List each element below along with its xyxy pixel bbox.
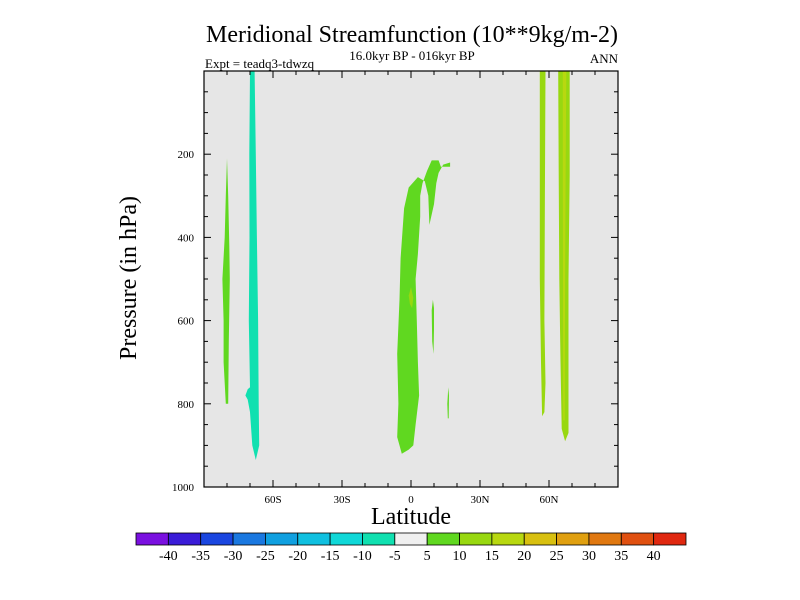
colorbar-label: -40 — [159, 549, 178, 564]
colorbar-label: -15 — [321, 549, 340, 564]
y-tick-label: 400 — [178, 232, 195, 244]
colorbar-label: 25 — [550, 549, 564, 564]
contour-equatorial-cell-main — [397, 160, 451, 454]
contour-northern-band-1 — [539, 71, 546, 417]
colorbar-label: -25 — [256, 549, 275, 564]
colorbar-swatch — [620, 532, 655, 546]
colorbar-swatch — [556, 532, 590, 546]
colorbar-swatch — [491, 532, 525, 546]
y-tick-label: 200 — [178, 149, 195, 161]
chart-title: Meridional Streamfunction (10**9kg/m-2) — [206, 22, 618, 48]
colorbar-swatch — [329, 532, 363, 546]
colorbar-swatch — [523, 532, 557, 546]
colorbar-label: -30 — [224, 549, 243, 564]
colorbar-swatch — [426, 532, 460, 546]
contour-southern-band-1 — [222, 158, 230, 404]
y-tick-label: 1000 — [172, 482, 195, 494]
y-tick-label: 600 — [178, 316, 195, 328]
colorbar-swatch — [265, 532, 299, 546]
colorbar-swatch — [362, 532, 396, 546]
x-tick-label: 60S — [264, 494, 281, 506]
colorbar-label: 5 — [424, 549, 431, 564]
colorbar-label: 35 — [614, 549, 628, 564]
contour-northern-band-2-core — [562, 71, 567, 421]
colorbar-swatch — [588, 532, 622, 546]
contour-equatorial-patch-2 — [447, 387, 449, 419]
colorbar-swatch — [394, 532, 428, 546]
y-axis-label: Pressure (in hPa) — [116, 196, 142, 360]
colorbar-swatch — [459, 532, 493, 546]
colorbar: -40 -35 -30 -25 -20 -15 -10 -5 5 10 15 20 25 30 35 40 — [135, 532, 687, 564]
colorbar-label: 20 — [517, 549, 531, 564]
x-tick-label: 30S — [333, 494, 350, 506]
colorbar-label: -35 — [191, 549, 210, 564]
x-axis-label: Latitude — [371, 504, 451, 530]
experiment-label: Expt = teadq3-tdwzq — [205, 56, 315, 71]
contour-equatorial-cell-core — [408, 287, 414, 309]
colorbar-label: -5 — [389, 549, 401, 564]
colorbar-swatch — [135, 532, 169, 546]
contour-southern-band-2 — [245, 71, 260, 460]
colorbar-label: -10 — [353, 549, 372, 564]
x-tick-label: 60N — [540, 494, 559, 506]
x-tick-label: 0 — [408, 494, 414, 506]
season-label: ANN — [590, 51, 619, 66]
contour-regions — [222, 71, 570, 460]
colorbar-swatch — [232, 532, 266, 546]
plot-frame — [203, 70, 619, 488]
colorbar-swatch — [653, 532, 687, 546]
axis-ticks: 60S 30S 0 30N 60N 200 400 600 800 1000 — [172, 71, 618, 506]
contour-equatorial-patch-1 — [431, 299, 434, 354]
colorbar-swatch — [200, 532, 234, 546]
colorbar-label: 30 — [582, 549, 596, 564]
colorbar-label: 40 — [647, 549, 661, 564]
colorbar-label: -20 — [288, 549, 307, 564]
colorbar-swatch — [297, 532, 331, 546]
colorbar-swatch — [167, 532, 202, 546]
chart-subtitle: 16.0kyr BP - 016kyr BP — [349, 48, 475, 63]
colorbar-label: 15 — [485, 549, 499, 564]
colorbar-label: 10 — [453, 549, 467, 564]
x-tick-label: 30N — [471, 494, 490, 506]
y-tick-label: 800 — [178, 399, 195, 411]
